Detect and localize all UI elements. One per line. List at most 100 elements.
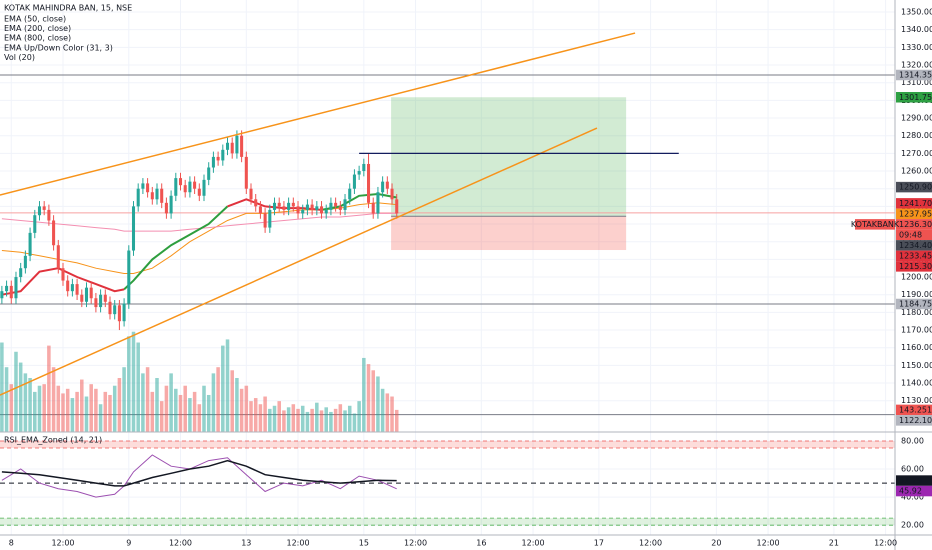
volume-bar	[150, 391, 155, 432]
candle-body	[131, 206, 136, 251]
legend-entry[interactable]: EMA Up/Down Color (31, 3)	[4, 43, 113, 52]
volume-bar	[122, 367, 126, 432]
legend-entry[interactable]: EMA (50, close)	[4, 15, 66, 24]
candle-body	[37, 206, 42, 216]
volume-bar	[202, 385, 206, 432]
volume-bar	[145, 367, 150, 432]
candle-body	[56, 245, 60, 269]
candle-body	[89, 287, 93, 299]
volume-bar	[155, 378, 159, 432]
candle-body	[367, 163, 371, 203]
candle-body	[42, 206, 46, 210]
price-label-bg	[896, 208, 932, 220]
candle-body	[155, 188, 159, 200]
price-label: 1233.45	[899, 251, 932, 260]
price-label-bg	[896, 198, 932, 209]
volume-bar	[103, 391, 108, 432]
candle-body	[117, 305, 121, 322]
candle-body	[113, 305, 117, 315]
volume-bar	[366, 364, 371, 432]
candle-body	[127, 250, 131, 304]
legend-entry[interactable]: Vol (20)	[4, 53, 35, 62]
candle-body	[207, 167, 211, 180]
candle-body	[70, 284, 74, 292]
candle-body	[258, 206, 262, 214]
x-tick-label: 9	[126, 539, 131, 548]
candle-body	[310, 204, 314, 210]
price-label: 1215.30	[899, 262, 932, 271]
rsi-label: 45.92	[899, 487, 922, 496]
candle-body	[287, 202, 291, 210]
price-label-bg	[896, 298, 932, 310]
volume-bar	[42, 384, 46, 432]
candle-body	[282, 206, 286, 210]
volume-bar	[244, 385, 249, 432]
volume-bar	[300, 405, 305, 432]
volume-bar	[357, 401, 361, 432]
legend-entry[interactable]: EMA (200, close)	[4, 24, 71, 33]
candle-body	[136, 188, 140, 207]
volume-bar	[131, 331, 136, 432]
candle-body	[178, 178, 183, 186]
candle-body	[343, 199, 347, 210]
candle-body	[235, 135, 239, 154]
candle-body	[272, 202, 277, 210]
volume-bar	[272, 405, 277, 432]
legend-entry[interactable]: EMA (800, close)	[4, 34, 71, 43]
candle-body	[268, 209, 272, 228]
candle-body	[225, 142, 230, 150]
y-tick-label: 1170.00	[901, 326, 932, 335]
volume-bar	[98, 404, 103, 432]
candle-body	[362, 163, 366, 172]
volume-bar	[23, 373, 28, 432]
volume-bar	[75, 391, 79, 432]
candle-body	[376, 192, 380, 214]
candle-body	[315, 206, 319, 210]
x-tick-label: 20	[711, 539, 721, 548]
x-tick-label: 8	[9, 539, 14, 548]
price-label-bg	[896, 240, 932, 251]
volume-bar	[56, 385, 61, 432]
volume-bar	[4, 367, 9, 432]
candle-body	[14, 277, 18, 299]
candle-body	[277, 202, 281, 207]
candle-body	[319, 206, 324, 214]
price-label: 1314.35	[899, 71, 932, 80]
rsi-tick-label: 60.00	[901, 465, 924, 474]
candle-body	[338, 206, 342, 210]
candle-body	[47, 209, 51, 221]
price-label: 1184.75	[899, 299, 932, 308]
x-tick-label: 12:00	[51, 539, 74, 548]
x-tick-label: 12:00	[286, 539, 309, 548]
candle-body	[352, 174, 356, 189]
volume-bar	[286, 407, 291, 432]
volume-bar	[310, 408, 314, 432]
volume-bar	[347, 405, 352, 432]
x-tick-label: 21	[829, 539, 839, 548]
candle-body	[122, 303, 126, 322]
volume-bar	[253, 398, 258, 432]
x-tick-label: 12:00	[522, 539, 545, 548]
y-tick-label: 1280.00	[901, 131, 932, 140]
volume-bar	[169, 373, 173, 432]
volume-bar	[127, 336, 131, 432]
target-zone	[391, 97, 627, 217]
volume-bar	[197, 404, 202, 432]
price-label-bg	[896, 92, 932, 103]
volume-bar	[0, 342, 4, 432]
volume-bar	[84, 396, 89, 432]
candle-body	[221, 149, 225, 161]
price-label-bg	[896, 261, 932, 272]
volume-bar	[258, 404, 263, 432]
volume-bar	[239, 388, 244, 432]
price-label: 1122.10	[899, 416, 932, 425]
volume-bar	[70, 398, 75, 432]
volume-bar	[136, 342, 140, 432]
y-tick-label: 1200.00	[901, 273, 932, 282]
ema-up-line	[123, 192, 397, 291]
x-tick-label: 15	[359, 539, 369, 548]
rsi-line	[1, 459, 397, 487]
volume-bar	[390, 396, 394, 432]
